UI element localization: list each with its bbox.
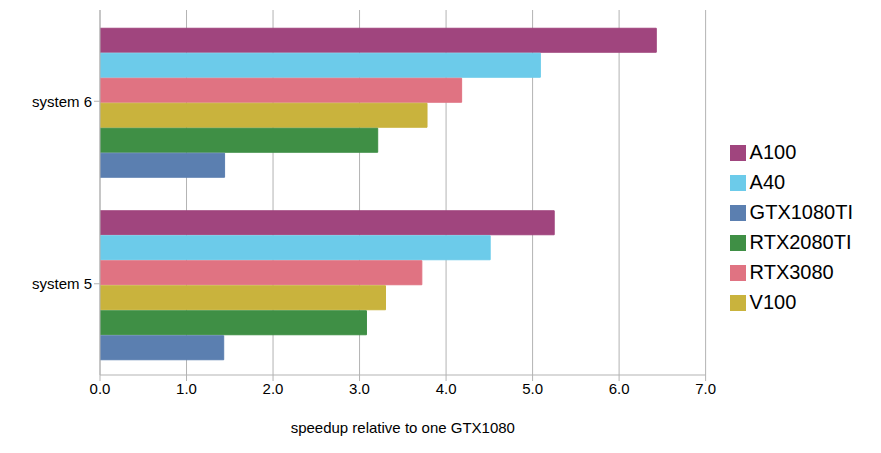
- html-text:A100: A100: [749, 140, 797, 163]
- html-text:RTX3080: RTX3080: [749, 260, 834, 283]
- svg-text:7.0: 7.0: [695, 380, 716, 397]
- html-text:V100: V100: [749, 290, 797, 313]
- html-text:GTX1080TI: GTX1080TI: [749, 200, 853, 223]
- svg-text:3.0: 3.0: [349, 380, 370, 397]
- svg-text:speedup relative to one GTX108: speedup relative to one GTX1080: [291, 419, 515, 436]
- svg-text:0.0: 0.0: [90, 380, 111, 397]
- svg-text:1.0: 1.0: [176, 380, 197, 397]
- html-text:A40: A40: [749, 170, 786, 193]
- svg-text:system 5: system 5: [32, 275, 92, 292]
- html-text:RTX2080TI: RTX2080TI: [749, 230, 852, 253]
- svg-text:5.0: 5.0: [522, 380, 543, 397]
- svg-text:6.0: 6.0: [609, 380, 630, 397]
- svg-text:system 6: system 6: [32, 93, 92, 110]
- svg-text:4.0: 4.0: [436, 380, 457, 397]
- svg-text:2.0: 2.0: [263, 380, 284, 397]
